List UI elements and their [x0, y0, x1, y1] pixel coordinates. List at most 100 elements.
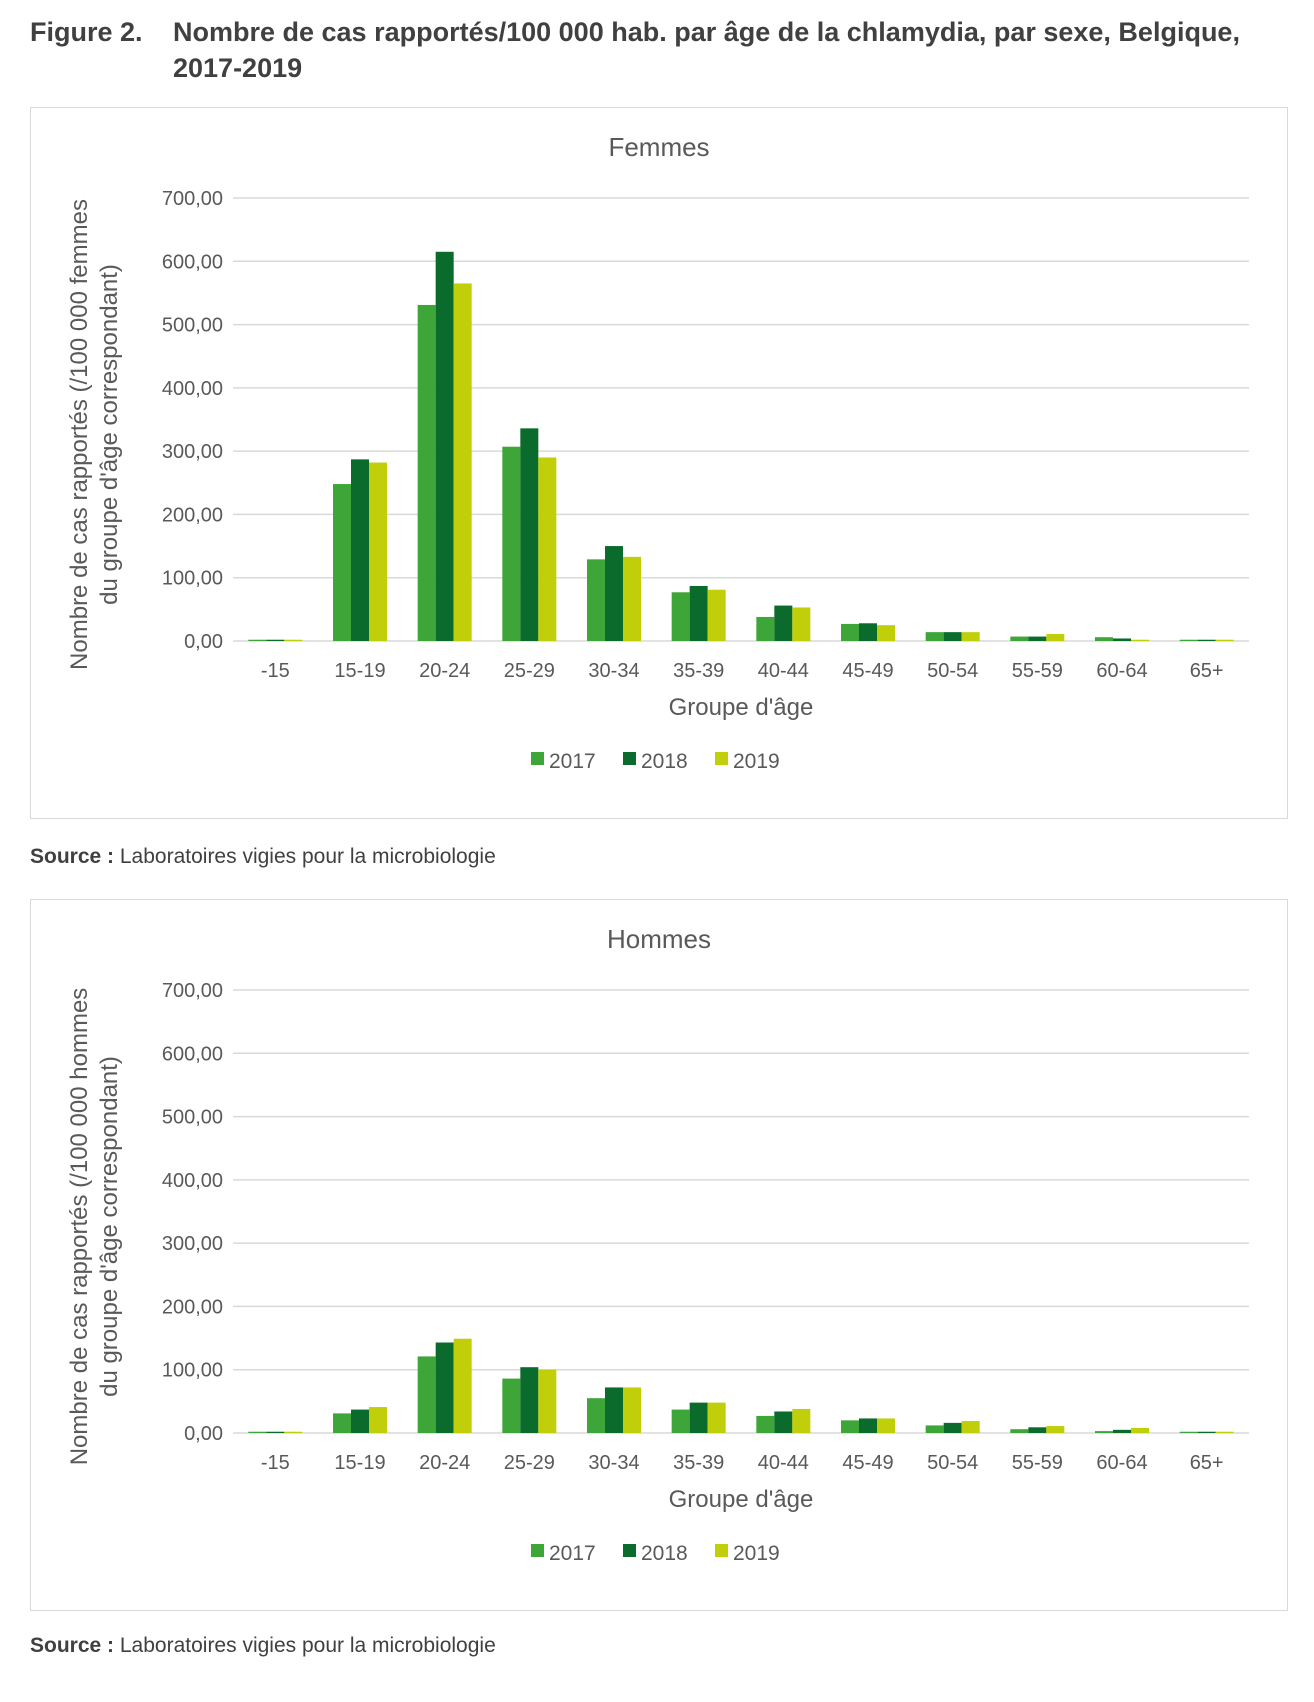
legend-swatch-2019: [715, 752, 728, 765]
bar-2018--15: [266, 1431, 285, 1433]
bar-2018-65+: [1197, 1431, 1216, 1433]
bar-2017-45-49: [841, 1420, 859, 1433]
y-tick-label: 500,00: [162, 315, 223, 337]
bar-2019-15-19: [369, 462, 387, 641]
bar-2017-25-29: [502, 1378, 521, 1433]
bar-2019-15-19: [369, 1407, 387, 1433]
x-axis-label: Groupe d'âge: [669, 694, 814, 721]
source-note-femmes: Source : Laboratoires vigies pour la mic…: [30, 845, 496, 869]
bar-2019-30-34: [623, 556, 641, 641]
bar-2019-50-54: [961, 632, 980, 641]
x-tick-label: 55-59: [1012, 660, 1063, 682]
x-axis-label: Groupe d'âge: [669, 1486, 814, 1513]
bar-2017--15: [248, 1431, 267, 1433]
legend-label-2019: 2019: [733, 750, 780, 773]
x-tick-label: 15-19: [334, 660, 385, 682]
bar-2018-60-64: [1113, 1429, 1131, 1433]
chart-title: Femmes: [608, 132, 709, 162]
bar-2018-55-59: [1028, 1427, 1047, 1433]
x-tick-label: 25-29: [504, 1452, 555, 1474]
bar-2018-25-29: [520, 1367, 539, 1433]
x-tick-label: 65+: [1190, 1452, 1224, 1474]
bar-2017-20-24: [417, 1356, 436, 1433]
x-tick-label: 30-34: [588, 1452, 639, 1474]
figure-number: Figure 2.: [30, 17, 143, 47]
source-text: Laboratoires vigies pour la microbiologi…: [119, 1634, 496, 1657]
legend-swatch-2017: [531, 752, 544, 765]
bar-2018-35-39: [689, 1402, 708, 1433]
chart-femmes-svg: Femmes 0,00 100,00 200,00 300,00 400,00 500,00…: [66, 132, 1249, 773]
x-tick-label: 65+: [1190, 660, 1224, 682]
chart-hommes: Hommes 0,00 100,00 200,00 300,00 400,00 500,00…: [30, 899, 1288, 1611]
bar-2019-65+: [1215, 639, 1234, 641]
bar-2019-55-59: [1046, 634, 1065, 641]
bar-2018-30-34: [605, 1387, 623, 1433]
bar-2019-45-49: [877, 625, 895, 641]
bar-2017-50-54: [925, 1425, 944, 1433]
legend-swatch-2017: [531, 1544, 544, 1557]
x-tick-label: 40-44: [758, 660, 809, 682]
bar-2018-20-24: [435, 1342, 454, 1433]
bar-2018-45-49: [859, 623, 877, 641]
bar-2019-35-39: [707, 589, 726, 641]
bar-2017-60-64: [1095, 637, 1113, 641]
y-axis-label: du groupe d'âge correspondant): [96, 1056, 123, 1397]
bar-2017-55-59: [1010, 1429, 1029, 1433]
bar-2018-65+: [1197, 639, 1216, 641]
bar-2019-50-54: [961, 1420, 980, 1433]
y-tick-label: 0,00: [184, 631, 223, 653]
bar-2018-25-29: [520, 428, 539, 641]
y-tick-label: 600,00: [162, 251, 223, 273]
y-tick-label: 700,00: [162, 188, 223, 210]
x-tick-label: 25-29: [504, 660, 555, 682]
x-tick-label: 20-24: [419, 660, 470, 682]
bar-2019-30-34: [623, 1387, 641, 1433]
x-tick-label: 30-34: [588, 660, 639, 682]
legend-label-2017: 2017: [549, 1542, 596, 1565]
x-tick-label: 60-64: [1096, 1452, 1147, 1474]
bar-2018-50-54: [943, 632, 962, 641]
bar-2019-60-64: [1131, 1427, 1149, 1433]
chart-hommes-svg: Hommes 0,00 100,00 200,00 300,00 400,00 500,00…: [66, 924, 1249, 1565]
chart-femmes: Femmes 0,00 100,00 200,00 300,00 400,00 500,00…: [30, 107, 1288, 819]
y-tick-label: 400,00: [162, 378, 223, 400]
bar-2018--15: [266, 639, 285, 641]
x-tick-label: 20-24: [419, 1452, 470, 1474]
legend-swatch-2018: [623, 1544, 636, 1557]
legend-label-2018: 2018: [641, 1542, 688, 1565]
y-tick-label: 500,00: [162, 1107, 223, 1129]
bar-2019-20-24: [453, 1338, 472, 1433]
y-tick-label: 100,00: [162, 568, 223, 590]
legend-swatch-2019: [715, 1544, 728, 1557]
bar-2017-20-24: [417, 304, 436, 641]
legend-swatch-2018: [623, 752, 636, 765]
bar-2018-35-39: [689, 585, 708, 641]
bar-2017-15-19: [333, 484, 351, 641]
bar-2019-25-29: [538, 457, 557, 641]
x-tick-label: 50-54: [927, 660, 978, 682]
source-label: Source :: [30, 1634, 115, 1657]
bar-2019-20-24: [453, 283, 472, 641]
bar-2017-40-44: [756, 1415, 775, 1433]
bar-2018-15-19: [351, 1409, 369, 1433]
y-tick-label: 100,00: [162, 1360, 223, 1382]
source-note-hommes: Source : Laboratoires vigies pour la mic…: [30, 1634, 496, 1658]
y-tick-label: 400,00: [162, 1170, 223, 1192]
bar-2018-40-44: [774, 1411, 793, 1433]
bar-2019-40-44: [792, 607, 811, 641]
x-tick-label: 40-44: [758, 1452, 809, 1474]
bar-2017-65+: [1179, 1431, 1198, 1433]
bar-2017-30-34: [587, 1398, 605, 1433]
bar-2019--15: [284, 639, 303, 641]
bar-2019-65+: [1215, 1431, 1234, 1433]
y-tick-label: 0,00: [184, 1423, 223, 1445]
bar-2019-25-29: [538, 1369, 557, 1433]
bar-2019-60-64: [1131, 639, 1149, 641]
y-axis-label: Nombre de cas rapportés (/100 000 femmes: [66, 199, 93, 670]
figure-title-text: Nombre de cas rapportés/100 000 hab. par…: [173, 17, 1240, 83]
y-tick-label: 700,00: [162, 980, 223, 1002]
bar-2017-30-34: [587, 559, 605, 641]
x-tick-label: 35-39: [673, 660, 724, 682]
legend-label-2019: 2019: [733, 1542, 780, 1565]
source-text: Laboratoires vigies pour la microbiologi…: [119, 845, 496, 868]
